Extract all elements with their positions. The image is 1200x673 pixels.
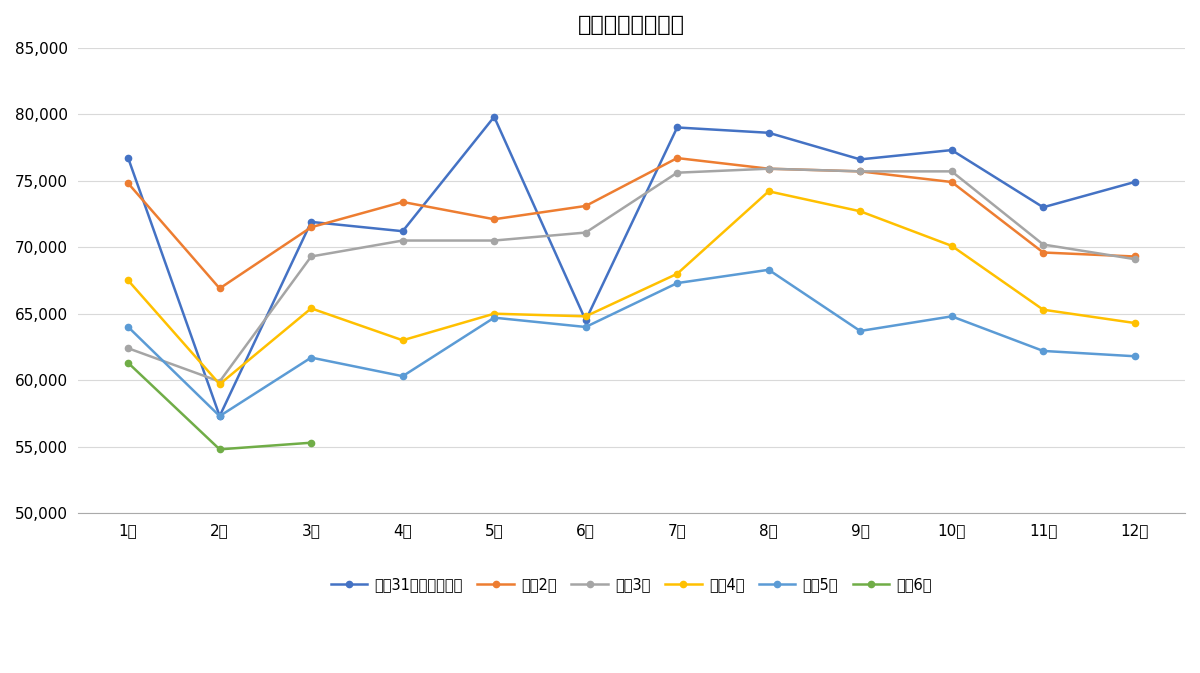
令和3年 xyxy=(212,378,227,386)
平成31年・令和元年 xyxy=(670,123,684,131)
令和6年 xyxy=(304,439,318,447)
Line: 平成31年・令和元年: 平成31年・令和元年 xyxy=(125,114,1138,419)
令和3年 xyxy=(487,236,502,244)
令和2年 xyxy=(121,179,136,187)
令和4年 xyxy=(121,277,136,285)
平成31年・令和元年 xyxy=(853,155,868,164)
平成31年・令和元年 xyxy=(487,113,502,121)
令和2年 xyxy=(670,154,684,162)
令和4年 xyxy=(578,312,593,320)
令和5年 xyxy=(1036,347,1050,355)
令和5年 xyxy=(670,279,684,287)
Line: 令和2年: 令和2年 xyxy=(125,155,1138,291)
令和4年 xyxy=(304,304,318,312)
令和4年 xyxy=(396,336,410,345)
令和2年 xyxy=(944,178,959,186)
令和2年 xyxy=(853,168,868,176)
平成31年・令和元年 xyxy=(578,316,593,324)
Line: 令和3年: 令和3年 xyxy=(125,166,1138,385)
令和4年 xyxy=(944,242,959,250)
Legend: 平成31年・令和元年, 令和2年, 令和3年, 令和4年, 令和5年, 令和6年: 平成31年・令和元年, 令和2年, 令和3年, 令和4年, 令和5年, 令和6年 xyxy=(325,571,938,598)
Line: 令和5年: 令和5年 xyxy=(125,267,1138,419)
Line: 令和4年: 令和4年 xyxy=(125,188,1138,387)
令和4年 xyxy=(1128,319,1142,327)
令和4年 xyxy=(853,207,868,215)
令和5年 xyxy=(487,314,502,322)
平成31年・令和元年 xyxy=(396,227,410,236)
令和3年 xyxy=(1128,255,1142,263)
平成31年・令和元年 xyxy=(762,129,776,137)
令和2年 xyxy=(578,202,593,210)
令和2年 xyxy=(1128,252,1142,260)
令和5年 xyxy=(396,372,410,380)
令和3年 xyxy=(944,168,959,176)
令和5年 xyxy=(304,353,318,361)
令和5年 xyxy=(121,323,136,331)
令和4年 xyxy=(1036,306,1050,314)
令和2年 xyxy=(396,198,410,206)
令和3年 xyxy=(853,168,868,176)
令和2年 xyxy=(1036,248,1050,256)
令和3年 xyxy=(304,252,318,260)
平成31年・令和元年 xyxy=(304,218,318,226)
平成31年・令和元年 xyxy=(1036,203,1050,211)
平成31年・令和元年 xyxy=(121,154,136,162)
令和4年 xyxy=(670,270,684,278)
令和3年 xyxy=(670,169,684,177)
平成31年・令和元年 xyxy=(1128,178,1142,186)
平成31年・令和元年 xyxy=(212,412,227,420)
令和3年 xyxy=(1036,240,1050,248)
令和4年 xyxy=(762,187,776,195)
令和5年 xyxy=(212,412,227,420)
令和5年 xyxy=(1128,352,1142,360)
令和2年 xyxy=(487,215,502,223)
令和5年 xyxy=(853,327,868,335)
平成31年・令和元年 xyxy=(944,146,959,154)
令和6年 xyxy=(212,446,227,454)
Line: 令和6年: 令和6年 xyxy=(125,360,314,452)
Title: 出生者数（全国）: 出生者数（全国） xyxy=(578,15,685,35)
令和3年 xyxy=(578,229,593,237)
令和5年 xyxy=(762,266,776,274)
令和5年 xyxy=(578,323,593,331)
令和3年 xyxy=(121,344,136,352)
令和2年 xyxy=(304,223,318,232)
令和4年 xyxy=(487,310,502,318)
令和2年 xyxy=(212,285,227,293)
令和5年 xyxy=(944,312,959,320)
令和4年 xyxy=(212,380,227,388)
令和3年 xyxy=(762,165,776,173)
令和3年 xyxy=(396,236,410,244)
令和6年 xyxy=(121,359,136,367)
令和2年 xyxy=(762,165,776,173)
